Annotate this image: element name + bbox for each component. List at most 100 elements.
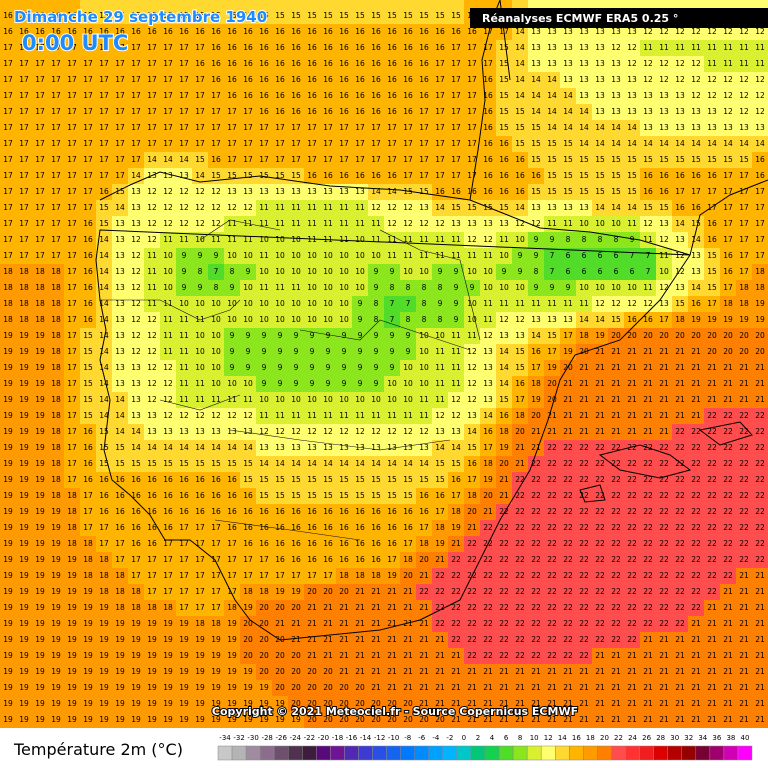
temp-value: 13 (515, 331, 525, 340)
temp-value: 15 (563, 171, 573, 180)
temp-value: 14 (163, 155, 173, 164)
temp-value: 22 (483, 619, 493, 628)
temp-value: 17 (371, 155, 381, 164)
temp-value: 12 (147, 395, 157, 404)
temp-value: 12 (163, 203, 173, 212)
temp-value: 15 (355, 11, 365, 20)
temp-value: 21 (675, 667, 685, 676)
temp-cell (528, 40, 544, 56)
temp-value: 13 (291, 443, 301, 452)
temp-value: 16 (147, 507, 157, 516)
temp-cell (528, 200, 544, 216)
temp-cell (448, 0, 464, 24)
temp-cell (160, 56, 176, 72)
temp-value: 18 (147, 603, 157, 612)
temp-value: 9 (278, 331, 283, 340)
temp-value: 22 (643, 459, 653, 468)
temp-value: 17 (35, 187, 45, 196)
temp-value: 12 (483, 235, 493, 244)
temp-value: 13 (227, 187, 237, 196)
temp-value: 19 (51, 715, 61, 724)
temp-value: 21 (739, 635, 749, 644)
temp-value: 17 (179, 107, 189, 116)
temp-cell (256, 24, 272, 40)
temp-cell (704, 136, 720, 152)
temp-value: 19 (99, 699, 109, 708)
temp-value: 22 (547, 651, 557, 660)
temp-cell (0, 120, 16, 136)
temp-value: 18 (131, 587, 141, 596)
temp-cell (752, 184, 768, 200)
temp-value: 22 (611, 603, 621, 612)
temp-value: 11 (163, 315, 173, 324)
temp-value: 11 (291, 411, 301, 420)
temp-value: 16 (435, 43, 445, 52)
temp-value: 11 (227, 235, 237, 244)
temp-cell (272, 72, 288, 88)
temp-value: 21 (723, 363, 733, 372)
temp-value: 13 (547, 59, 557, 68)
temp-value: 11 (723, 43, 733, 52)
temp-cell (704, 72, 720, 88)
temp-value: 6 (614, 267, 619, 276)
temp-value: 21 (707, 667, 717, 676)
temp-value: 19 (67, 651, 77, 660)
temp-value: 13 (243, 187, 253, 196)
colorbar-label: 22 (614, 734, 623, 742)
temp-value: 19 (227, 635, 237, 644)
temp-value: 22 (531, 539, 541, 548)
temp-value: 17 (3, 59, 13, 68)
temp-cell (16, 72, 32, 88)
temp-value: 8 (534, 267, 539, 276)
temp-value: 22 (595, 587, 605, 596)
temp-value: 17 (323, 155, 333, 164)
temp-value: 16 (499, 171, 509, 180)
temp-value: 10 (515, 235, 525, 244)
temp-cell (576, 56, 592, 72)
temp-value: 20 (243, 651, 253, 660)
temp-cell (256, 120, 272, 136)
temp-cell (736, 248, 752, 264)
temp-value: 12 (387, 203, 397, 212)
temp-value: 22 (659, 555, 669, 564)
temp-value: 16 (195, 491, 205, 500)
temp-value: 17 (755, 203, 765, 212)
temp-value: 9 (262, 347, 267, 356)
temp-value: 18 (51, 299, 61, 308)
temp-value: 17 (291, 571, 301, 580)
temp-value: 14 (483, 411, 493, 420)
temp-value: 21 (739, 395, 749, 404)
temp-value: 16 (195, 507, 205, 516)
temp-value: 6 (598, 251, 603, 260)
temp-value: 11 (275, 203, 285, 212)
temp-value: 19 (19, 459, 29, 468)
temp-cell (256, 264, 272, 280)
temp-value: 6 (630, 267, 635, 276)
temp-cell (208, 120, 224, 136)
temp-value: 13 (531, 315, 541, 324)
temp-value: 15 (547, 331, 557, 340)
temp-value: 22 (659, 491, 669, 500)
temp-value: 6 (582, 251, 587, 260)
temp-value: 11 (451, 331, 461, 340)
temp-value: 10 (323, 283, 333, 292)
temp-value: 15 (339, 475, 349, 484)
temp-value: 11 (291, 283, 301, 292)
temp-value: 9 (262, 363, 267, 372)
temp-value: 17 (51, 203, 61, 212)
temp-value: 22 (515, 603, 525, 612)
temp-value: 17 (451, 123, 461, 132)
temp-value: 14 (227, 443, 237, 452)
temp-value: 22 (563, 555, 573, 564)
temp-value: 22 (515, 475, 525, 484)
temp-cell (640, 280, 656, 296)
temp-cell (368, 56, 384, 72)
temp-value: 11 (579, 299, 589, 308)
temp-value: 19 (115, 635, 125, 644)
temp-value: 17 (131, 43, 141, 52)
temp-cell (16, 88, 32, 104)
temp-cell (608, 136, 624, 152)
temp-value: 17 (51, 251, 61, 260)
temp-value: 17 (67, 443, 77, 452)
temp-value: 21 (355, 651, 365, 660)
